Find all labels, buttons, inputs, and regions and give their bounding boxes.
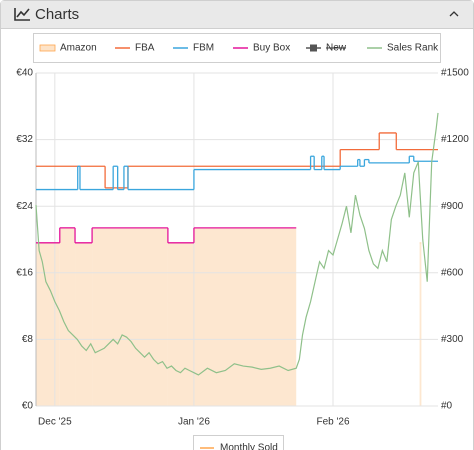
area-segment	[167, 242, 194, 406]
y2-tick-label: #300	[441, 334, 464, 345]
collapse-caret[interactable]	[449, 11, 459, 17]
legend-marker	[310, 44, 317, 52]
y-tick-label: €40	[16, 68, 33, 79]
legend-label[interactable]: New	[326, 43, 347, 54]
y2-tick-label: #1200	[441, 134, 469, 145]
y2-tick-label: #1500	[441, 68, 469, 79]
y-tick-label: €24	[16, 201, 33, 212]
plot: €0 €8 €16 €24 €32 €40 #0 #300 #600 #900 #1200 #1500…	[16, 43, 469, 450]
bottom-legend-box	[193, 435, 284, 450]
bottom-legend-label: Monthly Sold	[220, 443, 278, 450]
y-tick-label: €32	[16, 134, 33, 145]
legend-label[interactable]: Amazon	[60, 43, 97, 54]
x-tick-label: Dec '25	[38, 417, 72, 428]
legend-swatch	[39, 44, 56, 52]
legend-label[interactable]: FBA	[135, 43, 155, 54]
legend-label[interactable]: FBM	[193, 43, 214, 54]
area-segment	[75, 242, 93, 406]
y-tick-label: €8	[22, 334, 34, 345]
chart-icon	[14, 8, 30, 21]
y2-tick-label: #0	[441, 401, 453, 412]
panel-header[interactable]	[1, 1, 473, 28]
y-tick-label: €0	[22, 401, 34, 412]
area-segment	[92, 227, 168, 406]
area-segment	[419, 242, 422, 406]
area-segment	[193, 227, 297, 406]
panel-title: Charts	[35, 6, 79, 23]
x-tick-label: Jan '26	[178, 417, 210, 428]
legend-label[interactable]: Buy Box	[253, 43, 290, 54]
y-tick-label: €16	[16, 267, 33, 278]
area-segment	[36, 242, 60, 406]
legend-label[interactable]: Sales Rank	[387, 43, 439, 54]
rank-line	[35, 112, 439, 376]
y2-tick-label: #900	[441, 201, 464, 212]
x-tick-label: Feb '26	[316, 417, 349, 428]
y2-tick-label: #600	[441, 267, 464, 278]
